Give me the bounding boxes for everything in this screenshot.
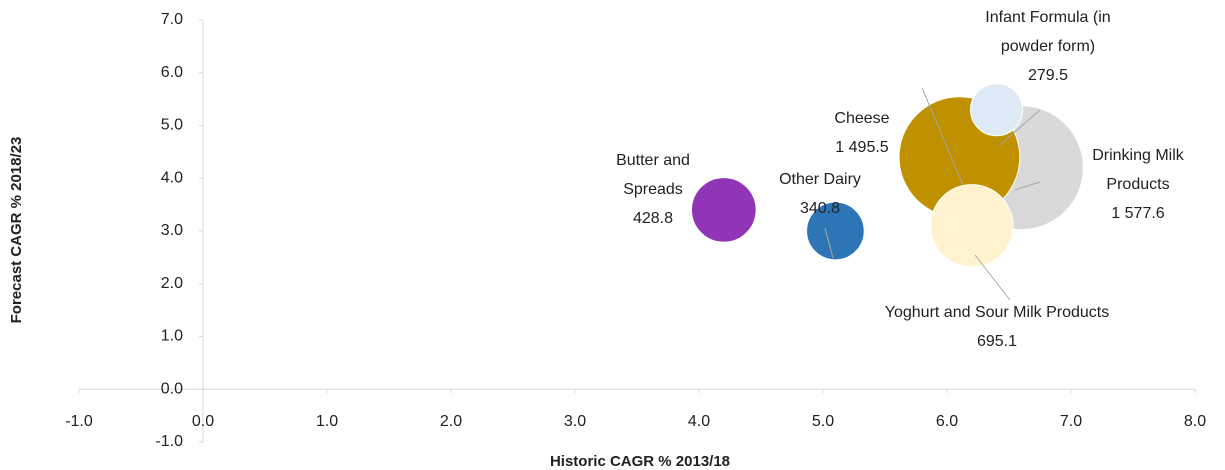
y-tick-label: 3.0 [161,222,183,239]
x-tick-label: 3.0 [564,413,586,430]
y-tick-label: 1.0 [161,328,183,345]
y-tick-label: 6.0 [161,64,183,81]
y-tick-label: 0.0 [161,380,183,397]
data-label: Other Dairy 340.8 [765,165,875,223]
x-tick-label: 6.0 [936,413,958,430]
data-label-name: Cheese [834,110,890,127]
leader-line [1014,181,1041,191]
data-label: Infant Formula (in powder form) 279.5 [958,3,1138,90]
data-label-value: 1 577.6 [1111,205,1165,222]
bubble [806,201,865,261]
leader-line [824,227,834,259]
leader-line [921,87,964,186]
data-label: Butter and Spreads 428.8 [593,146,713,233]
bubble [930,184,1014,268]
data-label-value: 1 495.5 [835,139,889,156]
y-axis-title: Forecast CAGR % 2018/23 [8,137,25,324]
x-tick-label: 4.0 [688,413,710,430]
bubble [690,177,757,243]
leader-line [974,254,1011,301]
x-tick-label: 5.0 [812,413,834,430]
data-label: Yoghurt and Sour Milk Products 695.1 [877,298,1117,356]
data-label-value: 428.8 [632,210,674,227]
y-tick-label: 7.0 [161,11,183,28]
x-tick-label: 8.0 [1184,413,1206,430]
y-tick-label: 2.0 [161,275,183,292]
y-tick-label: -1.0 [155,433,183,450]
leader-line [999,109,1041,146]
x-tick-label: 2.0 [440,413,462,430]
data-label-value: 340.8 [799,200,841,217]
y-tick-label: 5.0 [161,117,183,134]
x-tick-label: -1.0 [65,413,93,430]
x-tick-label: 0.0 [192,413,214,430]
bubble [970,83,1024,137]
data-label-name: Yoghurt and Sour Milk Products [884,304,1110,321]
data-label-value: 695.1 [976,333,1018,350]
data-label-name: Infant Formula (in powder form) [985,9,1111,55]
data-label-value: 279.5 [1027,67,1069,84]
data-label-name: Other Dairy [779,171,861,188]
x-tick-label: 1.0 [316,413,338,430]
x-tick-label: 7.0 [1060,413,1082,430]
y-tick-label: 4.0 [161,169,183,186]
x-axis-title: Historic CAGR % 2013/18 [550,453,730,470]
data-label: Cheese 1 495.5 [812,104,912,162]
data-label-name: Drinking Milk Products [1092,147,1184,193]
data-label: Drinking Milk Products 1 577.6 [1068,141,1208,228]
data-label-name: Butter and Spreads [616,152,690,198]
